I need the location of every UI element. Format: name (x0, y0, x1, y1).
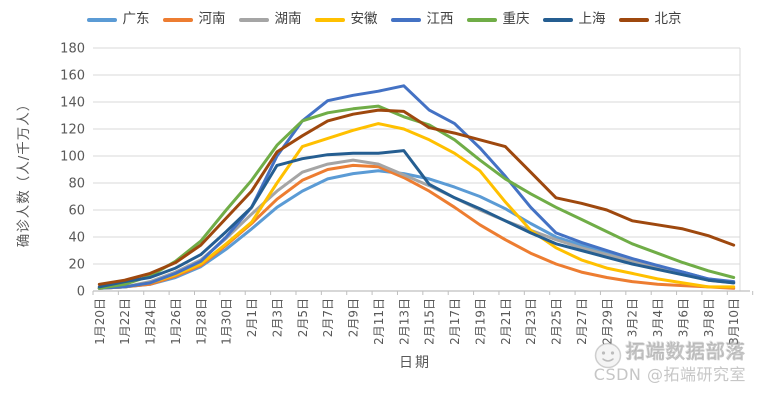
x-axis-tick-label: 2月15日 (423, 298, 437, 345)
legend: 广东 河南 湖南 安徽 江西 重庆 上海 北京 (0, 8, 768, 32)
x-axis-tick-label: 2月9日 (347, 298, 361, 337)
series-line-江西 (97, 84, 736, 290)
series-line-北京 (97, 108, 736, 286)
y-axis-tick-label: 120 (60, 123, 85, 138)
x-axis-tick-label: 2月5日 (296, 298, 310, 337)
legend-line-swatch (618, 18, 649, 22)
legend-line-swatch (86, 18, 117, 22)
legend-item-重庆: 重庆 (466, 11, 530, 28)
legend-item-江西: 江西 (390, 11, 454, 28)
x-axis-tick-label: 3月8日 (702, 298, 716, 337)
x-axis-tick-label: 3月2日 (626, 298, 640, 337)
legend-line-swatch (466, 18, 497, 22)
legend-item-河南: 河南 (162, 11, 226, 28)
y-axis-title: 确诊人数（人/千万人） (16, 96, 32, 248)
x-axis-tick-label: 2月3日 (270, 298, 284, 337)
x-axis-tick-label: 2月1日 (245, 298, 259, 337)
legend-line-swatch (162, 18, 193, 22)
legend-line-swatch (314, 18, 345, 22)
y-axis-tick-label: 160 (60, 69, 85, 84)
x-axis-tick-label: 2月13日 (397, 298, 411, 345)
x-axis-title: 日期 (399, 355, 431, 371)
series-line-安徽 (97, 122, 736, 290)
x-axis-tick-label: 1月24日 (144, 298, 158, 345)
legend-label: 上海 (578, 11, 606, 28)
x-axis-tick-label: 2月21日 (499, 298, 513, 345)
legend-label: 北京 (654, 11, 682, 28)
y-axis-tick-label: 80 (68, 177, 85, 192)
legend-label: 湖南 (274, 11, 302, 28)
x-axis-tick-label: 2月25日 (550, 298, 564, 345)
x-axis-tick-label: 1月28日 (194, 298, 208, 345)
x-axis-tick-label: 1月22日 (118, 298, 132, 345)
y-axis-tick-label: 20 (68, 258, 85, 273)
legend-item-北京: 北京 (618, 11, 682, 28)
x-axis-tick-label: 2月7日 (321, 298, 335, 337)
legend-label: 重庆 (502, 11, 530, 28)
y-axis-tick-label: 60 (68, 204, 85, 219)
x-axis-tick-label: 1月30日 (220, 298, 234, 345)
legend-item-湖南: 湖南 (238, 11, 302, 28)
x-axis-tick-label: 2月17日 (448, 298, 462, 345)
legend-item-上海: 上海 (542, 11, 606, 28)
legend-line-swatch (238, 18, 269, 22)
x-axis-tick-label: 2月27日 (575, 298, 589, 345)
legend-item-安徽: 安徽 (314, 11, 378, 28)
y-axis-tick-label: 140 (60, 96, 85, 111)
legend-item-广东: 广东 (86, 11, 150, 28)
legend-label: 河南 (198, 11, 226, 28)
series-line-广东 (97, 169, 736, 290)
y-axis-tick-label: 40 (68, 231, 85, 246)
series-line-上海 (97, 149, 736, 289)
legend-label: 江西 (426, 11, 454, 28)
y-axis-tick-label: 180 (60, 42, 85, 57)
legend-label: 广东 (122, 11, 150, 28)
legend-line-swatch (542, 18, 573, 22)
x-axis-tick-label: 3月4日 (651, 298, 665, 337)
x-axis-tick-label: 1月20日 (93, 298, 107, 345)
x-axis-tick-label: 2月23日 (524, 298, 538, 345)
legend-line-swatch (390, 18, 421, 22)
y-axis-tick-label: 100 (60, 150, 85, 165)
x-axis-tick-label: 1月26日 (169, 298, 183, 345)
x-axis-tick-label: 3月10日 (727, 298, 741, 345)
x-axis-tick-label: 2月29日 (600, 298, 614, 345)
x-axis-tick-label: 2月19日 (473, 298, 487, 345)
x-axis-tick-label: 2月11日 (372, 298, 386, 345)
x-axis-tick-label: 3月6日 (676, 298, 690, 337)
legend-label: 安徽 (350, 11, 378, 28)
y-axis-tick-label: 0 (77, 285, 85, 300)
